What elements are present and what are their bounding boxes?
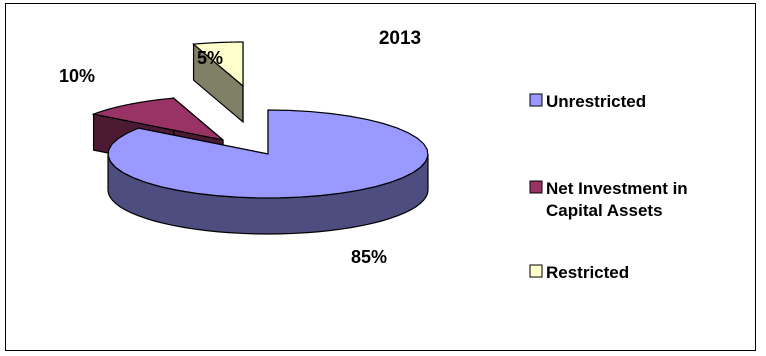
slice-top-net-investment <box>91 97 224 141</box>
legend-item-unrestricted: Unrestricted <box>529 92 646 111</box>
data-label-net-investment: 10% <box>59 66 95 86</box>
chart-frame: 2013 85% 10% 5% Unrestricted Net Investm… <box>5 3 756 351</box>
legend-label-net-investment-line2: Capital Assets <box>546 201 663 220</box>
pie-chart: 2013 85% 10% 5% Unrestricted Net Investm… <box>59 28 688 282</box>
legend: Unrestricted Net Investment in Capital A… <box>529 92 688 282</box>
legend-swatch-unrestricted <box>529 93 543 107</box>
slice-top-unrestricted <box>107 109 429 199</box>
chart-title: 2013 <box>379 28 421 49</box>
legend-label-net-investment-line1: Net Investment in <box>546 179 688 198</box>
legend-swatch-restricted <box>529 264 543 278</box>
pie-slice-unrestricted <box>107 109 429 235</box>
legend-swatch-net-investment <box>529 180 543 194</box>
slice-top-restricted <box>192 41 244 88</box>
legend-item-net-investment: Net Investment in Capital Assets <box>529 179 688 220</box>
legend-label-unrestricted: Unrestricted <box>546 92 646 111</box>
pie-slice-restricted <box>192 41 244 124</box>
data-label-restricted: 5% <box>197 48 223 68</box>
data-label-unrestricted: 85% <box>351 247 387 267</box>
legend-label-restricted: Restricted <box>546 263 629 282</box>
legend-item-restricted: Restricted <box>529 263 629 282</box>
pie-group <box>91 41 429 235</box>
